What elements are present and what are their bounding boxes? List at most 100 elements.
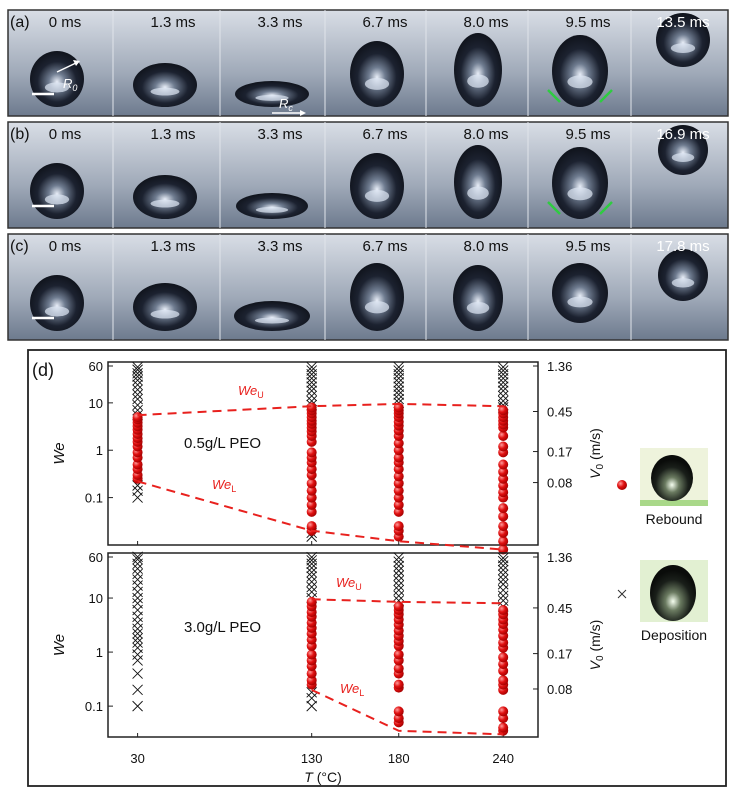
threshold-subscript: L (359, 688, 364, 698)
concentration-annotation: 3.0g/L PEO (184, 619, 261, 636)
threshold-line-upper (311, 598, 504, 605)
rc-subscript: c (288, 103, 293, 113)
deposition-point (306, 551, 318, 563)
rc-arrowhead (300, 110, 306, 116)
deposition-point (306, 361, 318, 373)
deposition-point (306, 576, 318, 588)
frame-time: 0 ms (49, 238, 82, 255)
rebound-point (498, 430, 509, 441)
rebound-point (306, 485, 317, 496)
deposition-point (393, 365, 405, 376)
rebound-point (498, 441, 509, 452)
droplet-image (658, 249, 708, 301)
rebound-point (498, 706, 509, 717)
rebound-point (498, 652, 509, 663)
frame-time: 8.0 ms (463, 126, 508, 143)
deposition-point (497, 395, 509, 407)
threshold-symbol: We (212, 477, 231, 492)
droplet-highlight (255, 94, 289, 101)
legend-rebound-label: Rebound (646, 511, 703, 527)
droplet-image (235, 81, 309, 107)
deposition-point (497, 564, 509, 576)
threshold-subscript: L (231, 484, 236, 494)
y-tick-label: 60 (89, 550, 103, 565)
deposition-point (393, 385, 405, 397)
rebound-point (393, 601, 404, 612)
concentration-annotation: 0.5g/L PEO (184, 435, 261, 452)
green-arrow-left-icon (547, 89, 561, 103)
deposition-point (497, 555, 509, 567)
frame-time: 6.7 ms (362, 126, 407, 143)
deposition-point (393, 556, 405, 568)
y-axis-label: We (51, 442, 68, 464)
panel-label: (c) (10, 238, 29, 255)
y-tick-label: 10 (89, 591, 103, 606)
y-right-label-unit: (m/s) (587, 620, 603, 656)
rebound-point (306, 649, 317, 660)
photo-sequences: 0 ms 1.3 ms 3.3 ms 6.7 ms 8.0 ms 9.5 ms 13.5 m… (7, 9, 729, 341)
droplet-image (133, 283, 197, 331)
y-right-label-subscript: 0 (595, 655, 606, 661)
deposition-point (393, 584, 405, 596)
r0-symbol: R (63, 76, 72, 91)
rebound-point (393, 478, 404, 489)
rebound-point (393, 663, 404, 674)
deposition-point (306, 571, 318, 582)
deposition-point (497, 381, 509, 392)
rebound-point (498, 544, 509, 555)
deposition-point (306, 554, 318, 566)
frame-time: 0 ms (49, 14, 82, 31)
y-tick-label: 60 (89, 359, 103, 374)
x-tick-label: 130 (301, 751, 323, 766)
droplet-highlight (255, 206, 289, 213)
frame-time: 0 ms (49, 126, 82, 143)
deposition-point (132, 642, 143, 654)
rebound-point (498, 459, 509, 470)
rebound-point (393, 499, 404, 510)
rebound-point (132, 459, 143, 470)
droplet-image (454, 145, 502, 219)
frame-time: 6.7 ms (362, 238, 407, 255)
green-arrow-right-icon (599, 201, 613, 215)
droplet-image (350, 41, 404, 107)
deposition-point (306, 566, 318, 578)
threshold-symbol: We (340, 681, 359, 696)
droplet-highlight (150, 87, 180, 96)
threshold-line-lower (137, 480, 504, 551)
deposition-point (393, 590, 405, 602)
y-right-axis-label: V0 (m/s) (587, 620, 606, 671)
deposition-point (132, 361, 143, 373)
y-right-tick-label: 0.45 (547, 405, 572, 420)
deposition-point (306, 377, 318, 388)
rebound-point (393, 452, 404, 463)
rebound-point (306, 402, 317, 413)
deposition-point (497, 552, 509, 564)
threshold-line-upper (137, 402, 504, 417)
deposition-droplet-image (650, 565, 696, 621)
deposition-point (306, 365, 318, 376)
frame-time: 9.5 ms (565, 238, 610, 255)
legend-deposition-label: Deposition (641, 627, 707, 643)
y-right-tick-label: 0.17 (547, 647, 572, 662)
droplet-image (30, 51, 84, 107)
droplet-highlight (467, 186, 489, 200)
droplet-image (133, 175, 197, 219)
frame-time: 9.5 ms (565, 126, 610, 143)
y-right-tick-label: 0.17 (547, 445, 572, 460)
deposition-point (497, 361, 509, 373)
rebound-point (498, 405, 509, 416)
droplet-image (234, 301, 310, 331)
frame-time: 16.9 ms (656, 126, 709, 143)
frame-time: 3.3 ms (257, 14, 302, 31)
deposition-point (393, 552, 405, 563)
rebound-photo-substrate (640, 500, 708, 506)
deposition-point (132, 399, 143, 411)
deposition-point (497, 390, 509, 402)
rebound-point (306, 478, 317, 489)
deposition-point (497, 569, 509, 581)
deposition-point (497, 574, 509, 585)
rebound-point (498, 503, 509, 514)
rebound-point (393, 679, 404, 690)
plot-axes-box (107, 361, 539, 546)
